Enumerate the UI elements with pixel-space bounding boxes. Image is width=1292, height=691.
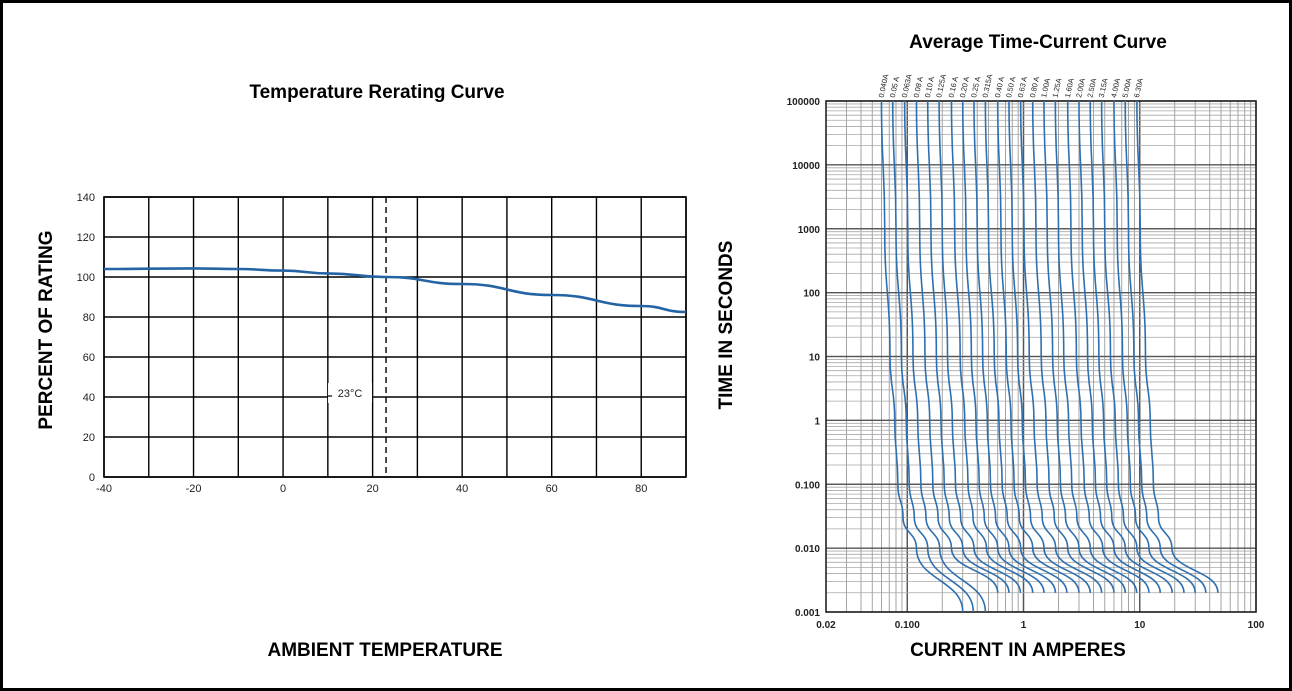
rating-label: 1.25A	[1051, 77, 1064, 98]
y-tick-label: 100000	[787, 97, 821, 108]
time-current-curve	[1031, 100, 1115, 593]
rerating-chart-title: Temperature Rerating Curve	[249, 82, 504, 103]
rating-label: 5.00A	[1120, 77, 1133, 98]
rating-label: 1.60A	[1063, 77, 1076, 98]
rating-label: 1.00A	[1039, 77, 1052, 98]
rerating-curve	[103, 267, 687, 314]
time-current-curve	[961, 100, 1045, 593]
time-current-curve	[1124, 100, 1207, 593]
rating-label: 0.08 A	[912, 76, 925, 99]
x-tick-label: -40	[96, 483, 112, 495]
time-current-curve	[1066, 100, 1150, 593]
time-current-series	[880, 100, 1219, 613]
rating-label: 0.16 A	[947, 76, 960, 99]
time-current-y-axis-title: TIME IN SECONDS	[716, 241, 737, 410]
x-tick-label: -20	[186, 483, 202, 495]
x-tick-label: 0.02	[816, 620, 836, 631]
y-tick-label: 0.100	[795, 480, 820, 491]
annotation-label: 23°C	[338, 388, 363, 400]
time-current-curve	[973, 100, 1057, 593]
y-tick-label: 1000	[798, 225, 821, 236]
time-current-curve	[1136, 100, 1219, 593]
time-current-curve	[1019, 100, 1103, 593]
time-current-curve	[1054, 100, 1138, 593]
y-tick-label: 100	[803, 289, 820, 300]
rating-label: 0.05 A	[888, 76, 901, 99]
plot-border	[103, 196, 687, 478]
time-current-curve	[1100, 100, 1185, 593]
rating-label: 0.80 A	[1028, 76, 1041, 99]
rating-label: 4.00A	[1109, 77, 1122, 98]
time-current-curve	[1043, 100, 1127, 593]
y-tick-label: 0	[89, 472, 95, 484]
rating-label: 3.15A	[1097, 77, 1110, 98]
rerating-series	[103, 267, 687, 314]
time-current-curve	[1078, 100, 1162, 593]
time-current-curve	[938, 100, 1022, 593]
time-current-curve	[926, 100, 1010, 593]
rating-label: 6.30A	[1132, 77, 1145, 98]
annotation-label-bg	[328, 383, 373, 403]
rerating-annotation: 23°C	[328, 197, 387, 477]
y-tick-label: 140	[77, 192, 95, 204]
rating-label: 2.50A	[1085, 77, 1098, 98]
y-tick-label: 10000	[792, 161, 820, 172]
x-tick-label: 20	[366, 483, 378, 495]
time-current-curve	[915, 100, 999, 593]
time-current-curve	[1008, 100, 1092, 593]
rating-label: 2.00A	[1074, 77, 1087, 98]
rating-label: 0.10 A	[923, 76, 936, 99]
time-current-chart: Average Time-Current Curve CURRENT IN AM…	[716, 32, 1265, 661]
y-tick-label: 10	[809, 353, 821, 364]
time-current-curve	[984, 100, 1068, 593]
x-tick-label: 100	[1248, 620, 1265, 631]
rating-label: 0.315A	[981, 73, 995, 98]
time-current-x-axis-title: CURRENT IN AMPERES	[910, 640, 1126, 661]
y-tick-label: 120	[77, 232, 95, 244]
time-current-tick-labels: 0.02 0.100 1 10 100 0.001 0.010 0.100 1 10 100 1000…	[787, 97, 1265, 631]
y-tick-label: 40	[83, 392, 95, 404]
y-tick-label: 1	[814, 416, 820, 427]
y-tick-label: 0.001	[795, 608, 820, 619]
x-tick-label: 80	[635, 483, 647, 495]
y-tick-label: 20	[83, 432, 95, 444]
x-tick-label: 40	[456, 483, 468, 495]
y-tick-label: 100	[77, 272, 95, 284]
y-tick-label: 80	[83, 312, 95, 324]
time-current-curve	[1089, 100, 1173, 593]
x-tick-label: 0.100	[895, 620, 920, 631]
rerating-chart: Temperature Rerating Curve AMBIENT TEMPE…	[36, 82, 687, 661]
time-current-curve	[1113, 100, 1197, 593]
x-tick-label: 60	[546, 483, 558, 495]
y-tick-label: 0.010	[795, 544, 820, 555]
rerating-grid	[103, 196, 687, 478]
time-current-curve	[903, 100, 987, 613]
time-current-curve	[996, 100, 1080, 593]
rating-label: 0.50 A	[1004, 76, 1017, 99]
x-tick-label: 1	[1021, 620, 1027, 631]
plot-border	[825, 100, 1257, 613]
time-current-chart-title: Average Time-Current Curve	[909, 32, 1167, 53]
x-tick-label: 10	[1134, 620, 1146, 631]
time-current-curve	[880, 100, 964, 613]
rerating-y-axis-title: PERCENT OF RATING	[36, 230, 57, 429]
rating-label: 0.63 A	[1016, 76, 1029, 99]
x-tick-label: 0	[280, 483, 286, 495]
time-current-curve	[950, 100, 1034, 593]
y-tick-label: 60	[83, 352, 95, 364]
rating-label: 0.25 A	[969, 76, 982, 99]
rerating-tick-labels: -40 -20 0 20 40 60 80 0 20 40 60 80 100 120 140	[77, 192, 648, 495]
time-current-curve	[891, 100, 975, 613]
rating-label: 0.125A	[934, 73, 948, 98]
rating-label: 0.40 A	[993, 76, 1006, 99]
rerating-x-axis-title: AMBIENT TEMPERATURE	[267, 640, 502, 661]
rating-label: 0.20 A	[958, 76, 971, 99]
